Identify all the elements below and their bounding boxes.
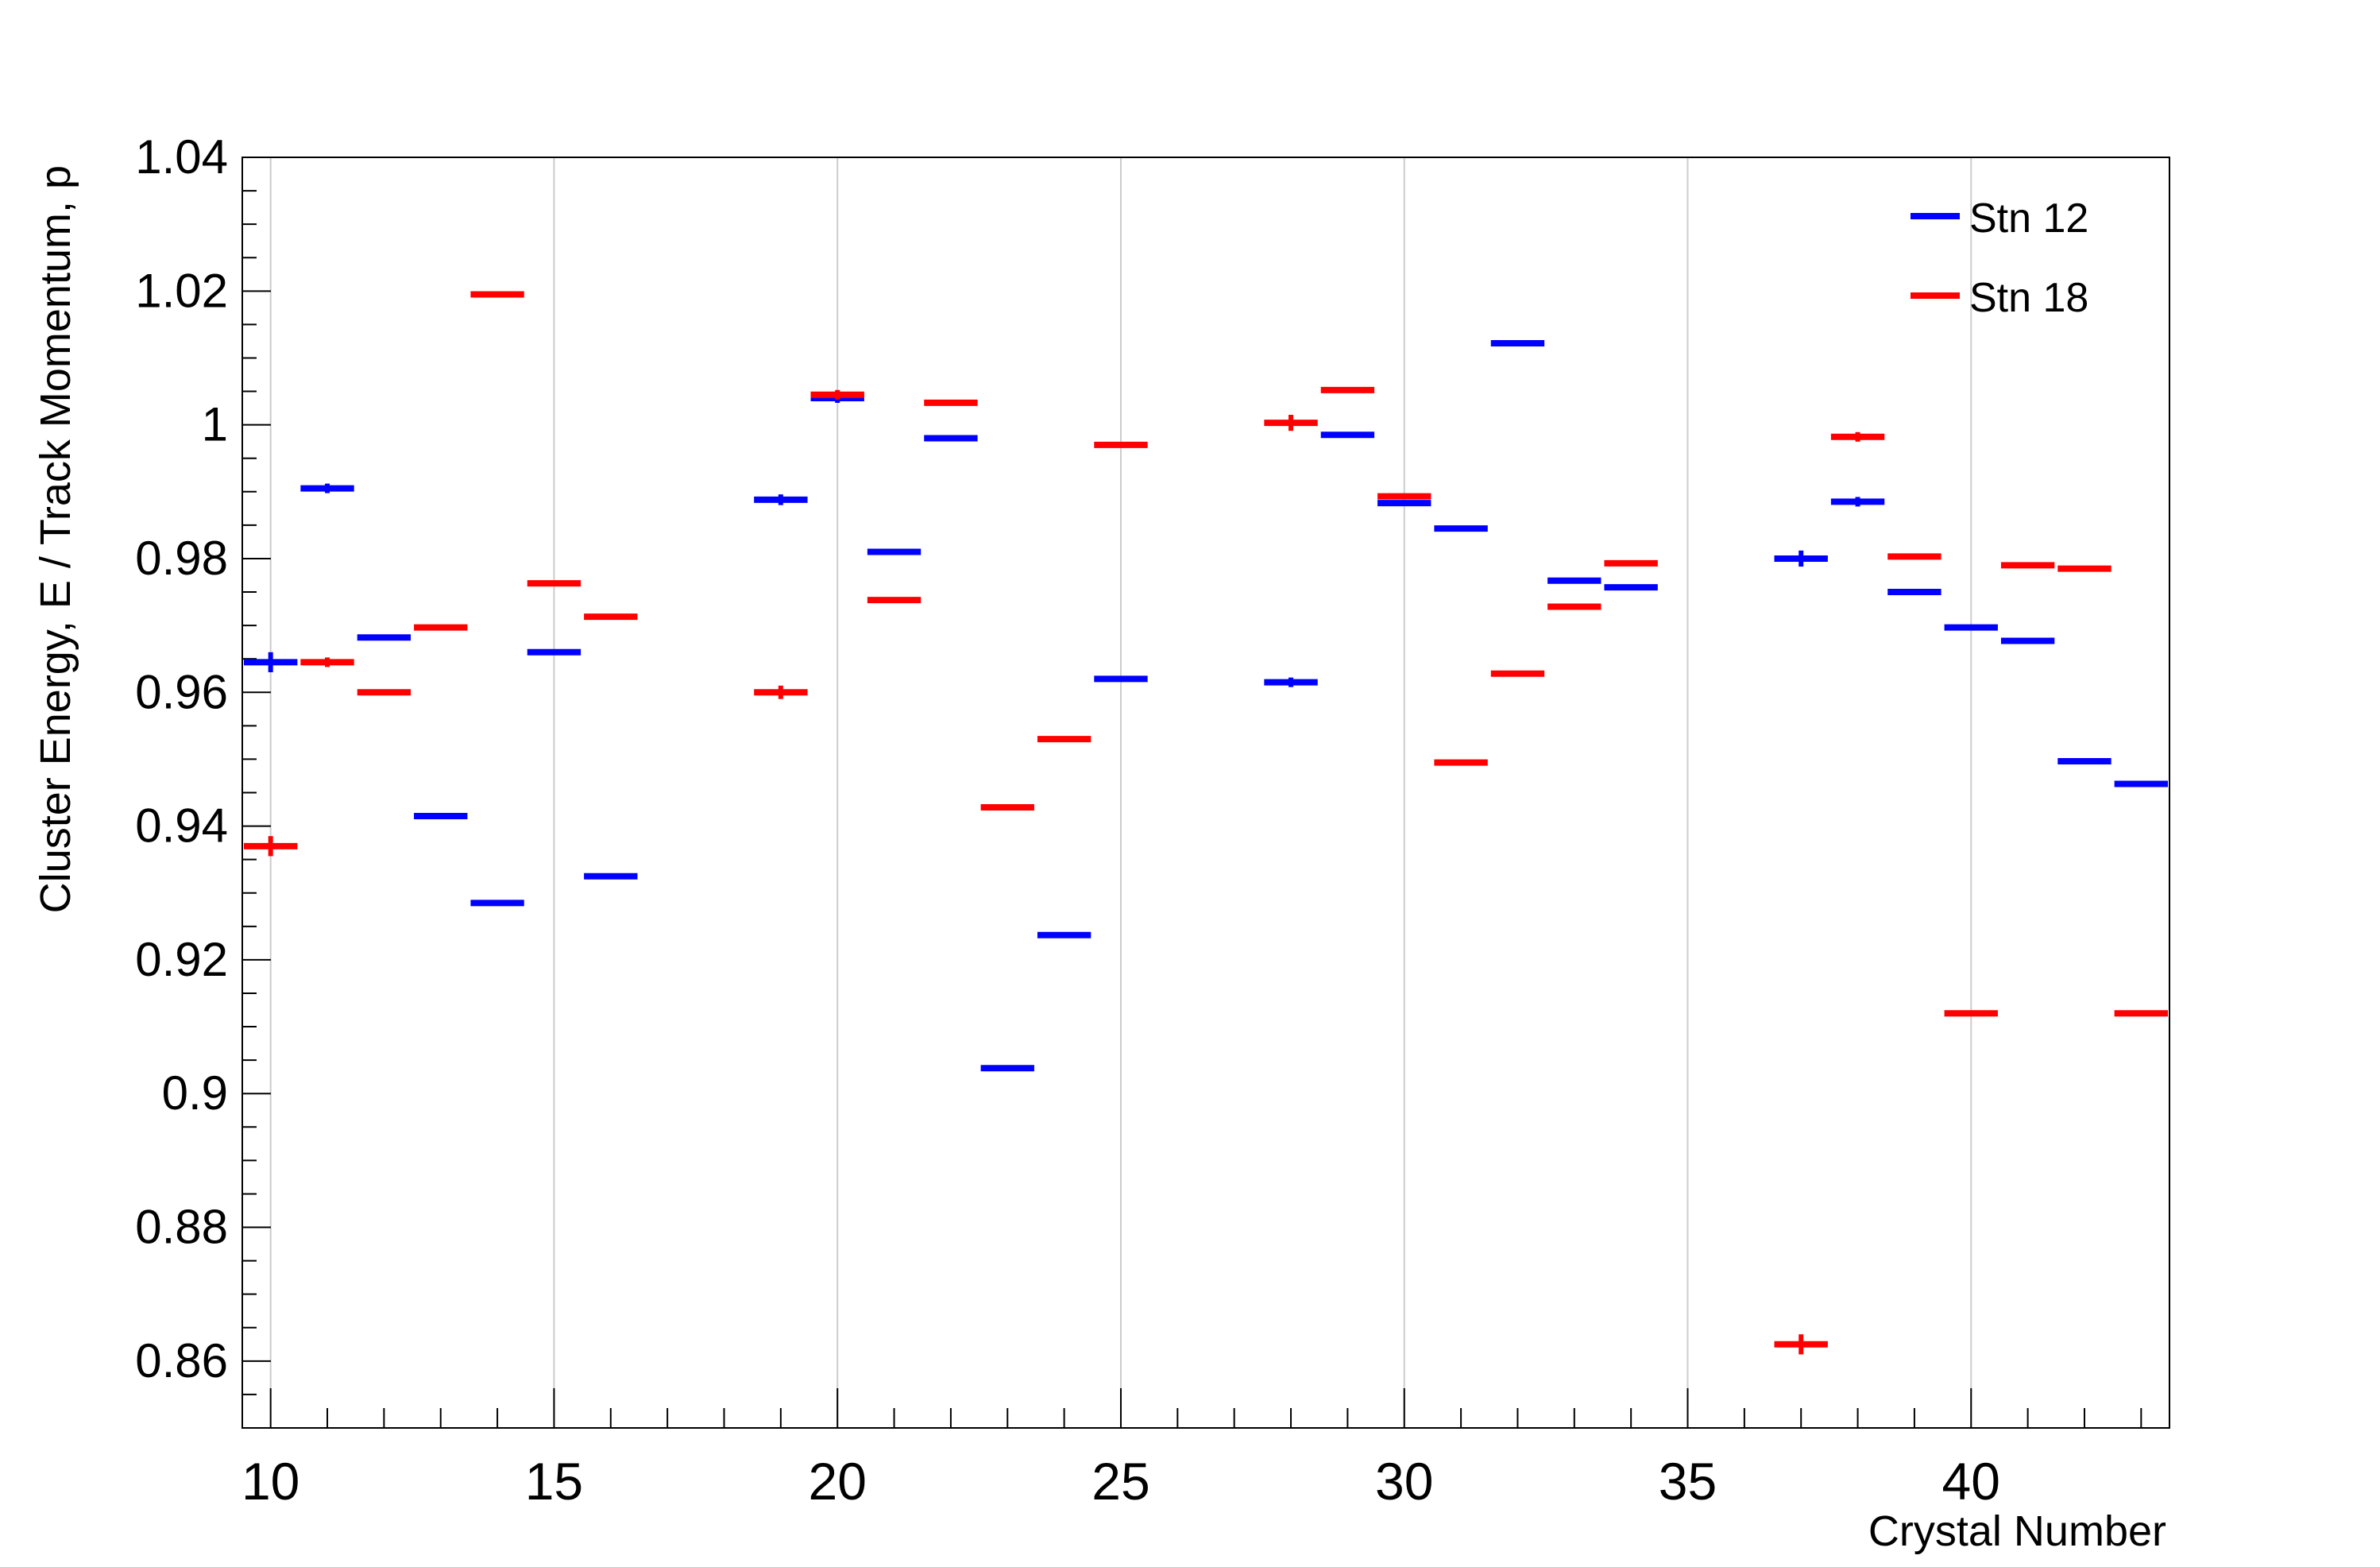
y-tick-label: 0.98 [135,532,228,585]
legend: Stn 12 Stn 18 [1911,195,2088,321]
x-axis-title: Crystal Number [1868,1507,2166,1555]
x-tick-label: 25 [1091,1452,1149,1511]
y-tick-label: 0.94 [135,799,228,853]
data-markers [244,291,2168,1355]
y-tick-label: 1.02 [135,264,228,317]
x-axis-ticks: 10 15 20 25 30 35 40 [241,1388,2142,1511]
x-tick-label: 10 [241,1452,299,1511]
y-tick-label: 0.92 [135,933,228,986]
x-tick-label: 20 [808,1452,866,1511]
y-axis-title: Cluster Energy, E / Track Momentum, p [32,165,79,913]
y-tick-label: 0.9 [162,1066,228,1120]
y-tick-label: 0.86 [135,1334,228,1387]
legend-label: Stn 18 [1969,275,2088,321]
legend-label: Stn 12 [1969,195,2088,242]
y-tick-label: 1 [202,398,228,451]
x-tick-label: 30 [1375,1452,1433,1511]
y-tick-label: 1.04 [135,130,228,184]
x-tick-label: 15 [525,1452,583,1511]
y-tick-label: 0.88 [135,1201,228,1254]
y-tick-label: 0.96 [135,665,228,718]
y-axis-ticks: 0.86 0.88 0.9 0.92 0.94 0.96 0.98 1 1.02 1.04 [135,130,271,1429]
x-tick-label: 35 [1659,1452,1717,1511]
grid-lines [269,157,1972,1428]
x-tick-label: 40 [1942,1452,2000,1511]
